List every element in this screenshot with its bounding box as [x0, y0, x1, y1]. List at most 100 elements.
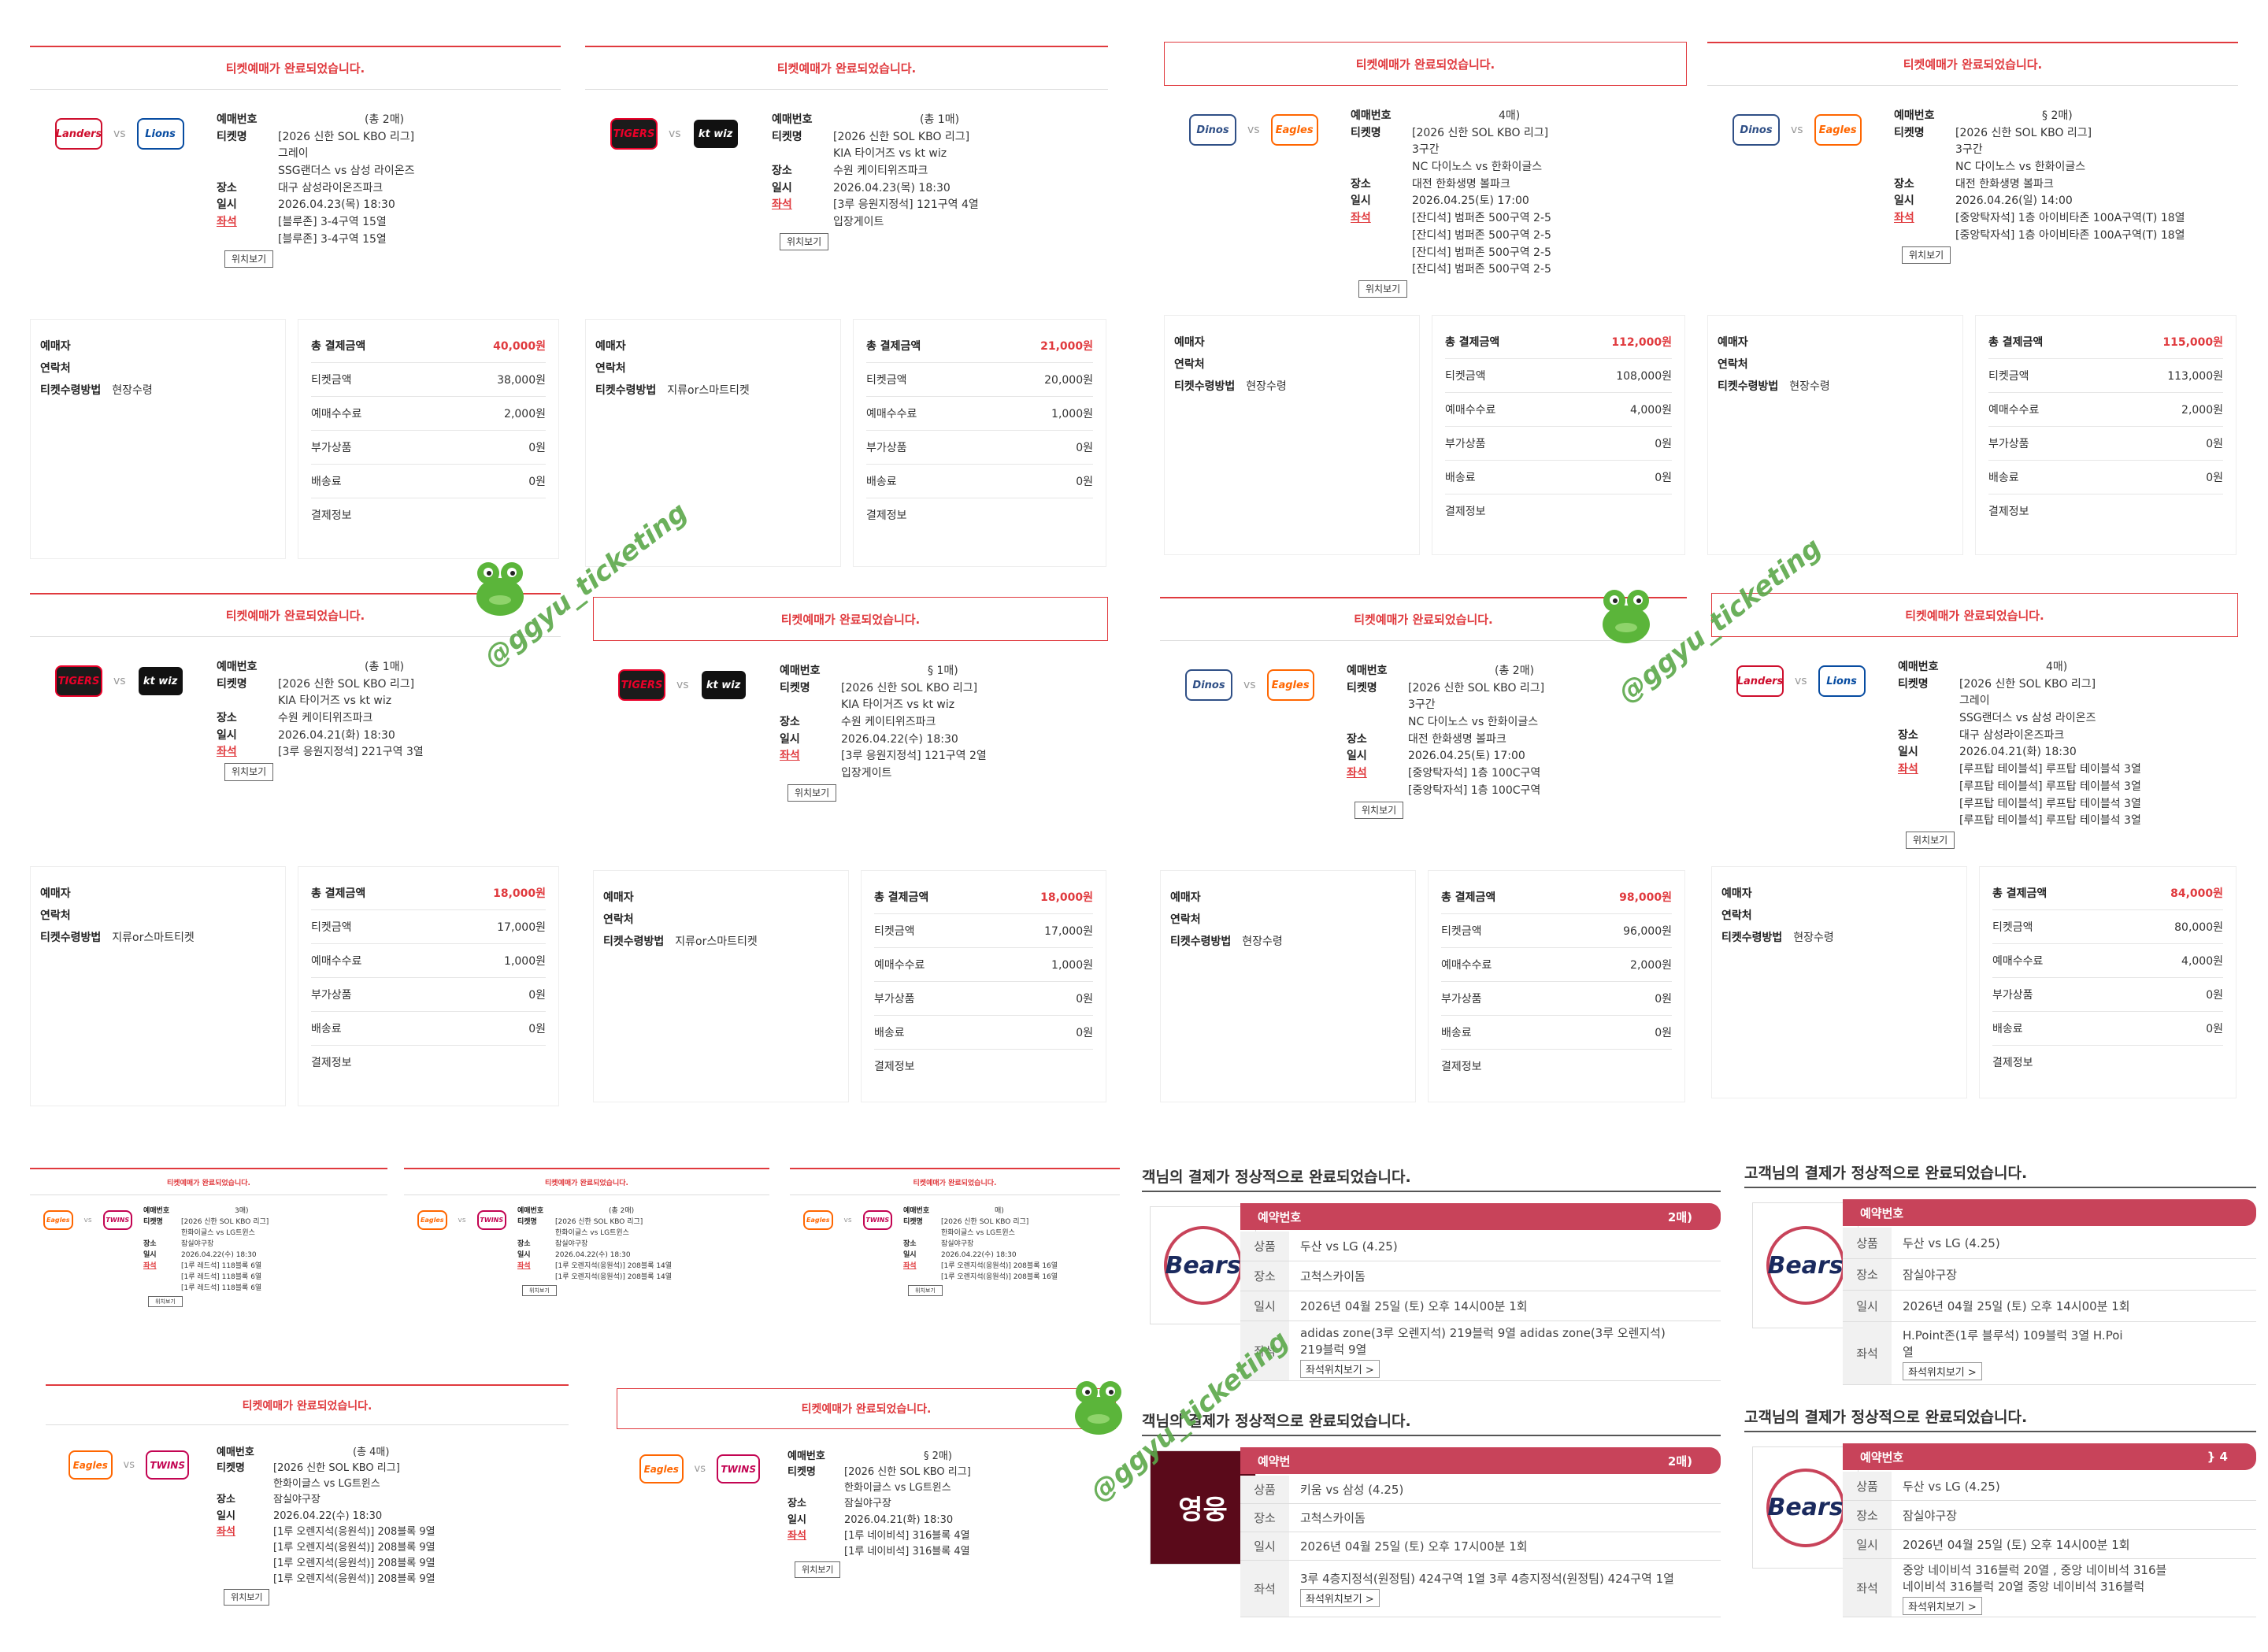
payment-value: 108,000원 [1616, 370, 1672, 383]
detail-label: 일시 [1843, 1291, 1892, 1321]
location-view-button[interactable]: 위치보기 [224, 763, 274, 781]
detail-value: adidas zone(3루 오렌지석) 219블럭 9열 adidas zon… [1289, 1321, 1666, 1380]
detail-value: 2026년 04월 25일 (토) 오후 14시00분 1회 [1892, 1291, 2130, 1321]
payment-label: 배송료 [1992, 1023, 2023, 1035]
buyer-row: 연락처 [40, 357, 276, 380]
info-row: 예매번호 § 2매) [788, 1449, 1114, 1465]
detail-label: 좌석 [1240, 1561, 1289, 1617]
ticket-name-line: 한화이글스 vs LG트윈스 [941, 1228, 1015, 1237]
buyer-label: 티켓수령방법 [40, 384, 102, 397]
payment-value: 96,000원 [1623, 925, 1672, 938]
ticket-name-line: [2026 신한 SOL KBO 리그] [181, 1217, 269, 1226]
buyer-info: 예매자 연락처 티켓수령방법 지류or스마트티켓 [585, 319, 841, 567]
buyer-label: 예매자 [1718, 336, 1748, 349]
location-view-button[interactable]: 위치보기 [1902, 246, 1951, 265]
lions-logo-icon: Lions [1818, 665, 1866, 697]
dinos-logo-icon: Dinos [1189, 114, 1236, 146]
venue-value: 고척스카이돔 [1300, 1269, 1366, 1283]
date-value: 2026.04.22(수) 18:30 [555, 1250, 631, 1259]
location-view-button[interactable]: 위치보기 [908, 1284, 943, 1297]
location-view-button[interactable]: 위치보기 [1358, 280, 1408, 298]
location-view-button[interactable]: 위치보기 [788, 783, 837, 802]
detail-label: 상품 [1843, 1228, 1892, 1258]
info-row: 예매번호 4매) [1898, 659, 2236, 676]
payment-row: 결제정보 [874, 1050, 1093, 1083]
info-row: 예매번호 매) [903, 1206, 1121, 1217]
info-label: 장소 [772, 165, 792, 178]
buyer-row: 연락처 [1721, 905, 1957, 927]
info-label: 좌석 [143, 1261, 157, 1270]
payment-label: 총 결제금액 [311, 887, 366, 900]
receive-method: 지류or스마트티켓 [675, 935, 758, 948]
info-label: 좌석 [217, 746, 237, 759]
location-view-button[interactable]: 위치보기 [780, 232, 829, 251]
info-label: 장소 [1894, 177, 1914, 191]
info-label: 티켓명 [517, 1217, 537, 1226]
location-view-button[interactable]: 위치보기 [148, 1295, 183, 1308]
seat-line: 219블럭 9열 [1300, 1342, 1367, 1357]
payment-complete-card: 객님의 결제가 정상적으로 완료되었습니다. 영웅 예약번 2매) 상품 키움 vs 삼성… [1142, 1402, 1721, 1630]
payment-summary: 총 결제금액 112,000원 티켓금액 108,000원 예매수수료 4,000원 부가상… [1432, 315, 1685, 555]
info-row: 티켓명 [2026 신한 SOL KBO 리그] 한화이글스 vs LG트윈스 [903, 1217, 1121, 1239]
payment-label: 부가상품 [311, 989, 352, 1002]
detail-label: 상품 [1240, 1232, 1289, 1261]
location-view-button[interactable]: 위치보기 [1354, 801, 1404, 820]
booking-info: 예매번호 (총 1매) 티켓명 [2026 신한 SOL KBO 리그] KIA 타이거… [772, 112, 1106, 251]
info-label: 장소 [788, 1498, 806, 1510]
ticket-name-line: 3구간 [1955, 143, 1983, 157]
landers-logo-icon: Landers [55, 118, 102, 150]
seat-line: [중앙탁자석] 1층 아이비타존 100A구역(T) 18열 [1955, 228, 2185, 242]
info-value: 4매) [1412, 108, 1520, 125]
info-value: (총 2매) [1408, 663, 1534, 680]
seat-location-button[interactable]: 좌석위치보기 > [1300, 1359, 1380, 1378]
buyer-label: 티켓수령방법 [40, 932, 102, 944]
seat-location-button[interactable]: 좌석위치보기 > [1903, 1596, 1982, 1615]
info-row: 좌석 [3루 응원지정석] 221구역 3열 [217, 744, 559, 761]
location-view-button[interactable]: 위치보기 [224, 1589, 270, 1606]
ticket-name-line: 그레이 [278, 147, 309, 161]
seat-location-button[interactable]: 좌석위치보기 > [1300, 1589, 1380, 1607]
info-value: [2026 신한 SOL KBO 리그] 한화이글스 vs LG트윈스 [181, 1217, 269, 1239]
twins-logo-icon: TWINS [716, 1454, 761, 1483]
detail-value: 고척스카이돔 [1289, 1504, 1366, 1532]
info-value: [2026 신한 SOL KBO 리그] 그레이 SSG랜더스 vs 삼성 라이온즈 [278, 129, 414, 180]
info-row: 좌석 [1루 오렌지석(응원석)] 208블록 16열 [1루 오렌지석(응원석)]… [903, 1261, 1121, 1283]
booking-info: 예매번호 § 2매) 티켓명 [2026 신한 SOL KBO 리그] 3구간 NC 다이… [1894, 108, 2236, 265]
detail-value: 중앙 네이비석 316블럭 20열 , 중앙 네이비석 316블 네이비석 316… [1892, 1559, 2166, 1617]
buyer-row: 예매자 [40, 883, 276, 905]
ticket-card: 티켓예매가 완료되었습니다. TIGERS vs kt wiz 예매번호 (총 1매) 티켓… [24, 587, 567, 1114]
info-value: [2026 신한 SOL KBO 리그] 한화이글스 vs LG트윈스 [273, 1461, 400, 1492]
info-value: 대전 한화생명 볼파크 [1412, 176, 1510, 194]
eagles-logo-icon: Eagles [69, 1450, 113, 1480]
payment-label: 부가상품 [1988, 438, 2029, 450]
info-row: 장소 대구 삼성라이온즈파크 [217, 180, 559, 198]
date-value: 2026.04.21(화) 18:30 [1959, 746, 2077, 759]
tigers-logo-icon: TIGERS [55, 665, 102, 697]
payment-row: 배송료 0원 [1992, 1012, 2223, 1046]
info-value: [1루 오렌지석(응원석)] 208블록 14열 [1루 오렌지석(응원석)] 2… [555, 1261, 672, 1283]
payment-value: 0원 [2206, 438, 2223, 450]
location-view-button[interactable]: 위치보기 [1906, 831, 1955, 850]
info-value: 2026.04.23(목) 18:30 [833, 180, 951, 198]
matchup-logos: Eagles vs TWINS [417, 1210, 507, 1230]
location-view-button[interactable]: 위치보기 [795, 1561, 841, 1579]
confirmation-header: 티켓예매가 완료되었습니다. [585, 46, 1108, 90]
payment-row: 총 결제금액 18,000원 [874, 880, 1093, 914]
info-label: 티켓명 [1347, 681, 1377, 695]
info-value: [1루 레드석] 118블록 6열 [1루 레드석] 118블록 6열 [1루 레드… [181, 1261, 261, 1295]
payment-row: 배송료 0원 [874, 1016, 1093, 1050]
booking-detail-table: 상품 두산 vs LG (4.25) 장소 고척스카이돔 일시 2026년 04월 25일… [1240, 1232, 1721, 1381]
info-label: 일시 [1894, 194, 1914, 208]
info-row: 일시 2026.04.22(수) 18:30 [903, 1250, 1121, 1261]
payment-label: 총 결제금액 [1441, 891, 1496, 904]
payment-label: 총 결제금액 [874, 891, 929, 904]
payment-value: 0원 [2206, 472, 2223, 484]
location-view-button[interactable]: 위치보기 [522, 1284, 557, 1297]
product-value: 키움 vs 삼성 (4.25) [1300, 1483, 1404, 1497]
payment-value: 2,000원 [2181, 404, 2223, 417]
payment-value: 18,000원 [493, 887, 546, 900]
info-row: 좌석 [3루 응원지정석] 121구역 2열 입장게이트 [780, 748, 1106, 782]
location-view-button[interactable]: 위치보기 [224, 250, 274, 269]
seat-location-button[interactable]: 좌석위치보기 > [1903, 1361, 1982, 1380]
buyer-label: 연락처 [1721, 909, 1752, 922]
